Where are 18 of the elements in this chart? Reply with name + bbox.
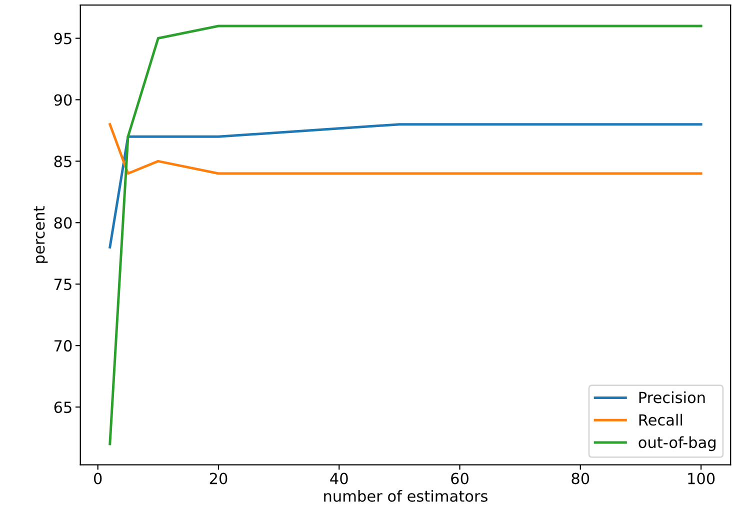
x-tick-label: 40 bbox=[330, 472, 348, 484]
legend-label: out-of-bag bbox=[638, 436, 716, 452]
y-tick-label: 70 bbox=[54, 340, 72, 352]
x-tick-label: 20 bbox=[210, 472, 228, 484]
y-tick-label: 95 bbox=[54, 32, 72, 44]
y-tick-label: 90 bbox=[54, 94, 72, 106]
y-tick-label: 85 bbox=[54, 156, 72, 168]
legend-label: Recall bbox=[639, 414, 682, 426]
x-tick-label: 100 bbox=[688, 472, 715, 484]
y-tick-label: 65 bbox=[54, 402, 72, 414]
y-axis-title: percent bbox=[34, 206, 48, 263]
legend-label: Precision bbox=[639, 391, 705, 404]
x-tick-label: 60 bbox=[451, 472, 468, 484]
y-tick-label: 75 bbox=[54, 278, 72, 290]
x-tick-label: 80 bbox=[572, 472, 590, 484]
x-tick-label: 0 bbox=[94, 472, 102, 484]
x-axis-title: number of estimators bbox=[324, 490, 488, 502]
y-tick-label: 80 bbox=[54, 217, 72, 229]
